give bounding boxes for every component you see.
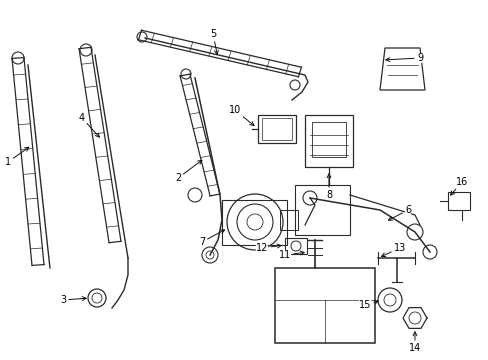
Text: 16: 16 <box>449 177 467 195</box>
Text: 15: 15 <box>358 300 378 310</box>
Text: 9: 9 <box>385 53 422 63</box>
Text: 3: 3 <box>60 295 86 305</box>
Text: 1: 1 <box>5 147 29 167</box>
Bar <box>305 115 352 167</box>
Bar <box>258 115 295 143</box>
Bar <box>222 200 286 245</box>
Bar <box>262 118 291 140</box>
Text: 8: 8 <box>325 174 331 200</box>
Text: 2: 2 <box>175 160 202 183</box>
Text: 10: 10 <box>228 105 253 126</box>
Bar <box>280 210 297 230</box>
Text: 7: 7 <box>199 230 224 247</box>
Bar <box>447 192 469 210</box>
Text: 11: 11 <box>278 250 304 260</box>
Text: 13: 13 <box>381 243 406 257</box>
Text: 4: 4 <box>79 113 99 137</box>
Text: 12: 12 <box>255 243 281 253</box>
Text: 14: 14 <box>408 332 420 353</box>
Bar <box>294 185 349 235</box>
Bar <box>311 122 346 157</box>
Bar <box>285 238 306 254</box>
Text: 6: 6 <box>387 205 410 220</box>
Bar <box>274 268 374 343</box>
Text: 5: 5 <box>209 29 218 54</box>
